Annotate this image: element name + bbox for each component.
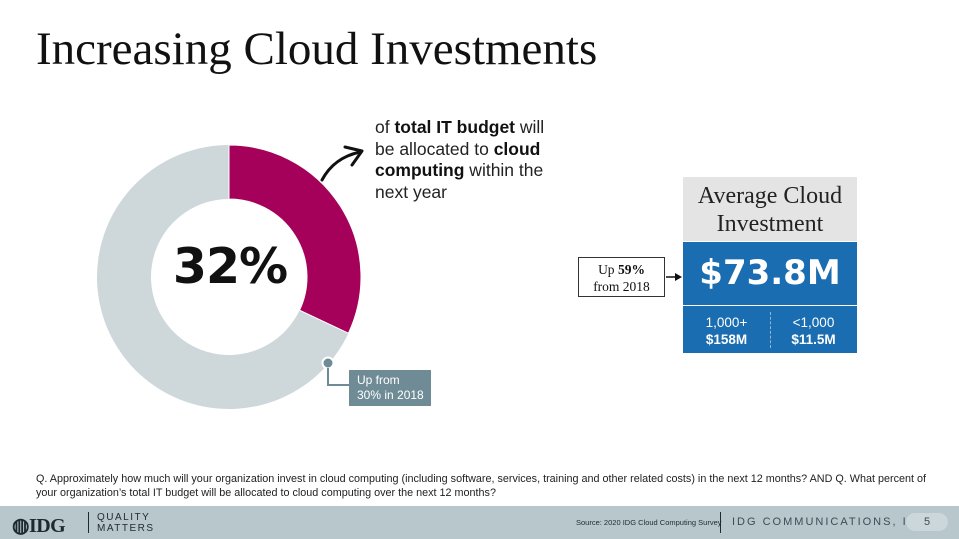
source-note: Source: 2020 IDG Cloud Computing Survey <box>576 518 722 527</box>
segment-label: <1,000 <box>792 315 835 330</box>
idg-logo: ◍IDG <box>12 513 66 538</box>
logo-globe-icon: ◍ <box>12 515 29 537</box>
footer-divider <box>720 512 721 533</box>
callout-line-2: 30% in 2018 <box>357 388 424 402</box>
curved-arrow-icon <box>320 150 362 182</box>
growth-box: Up 59% from 2018 <box>578 257 665 297</box>
pointer-arrowhead-icon <box>675 273 682 281</box>
tagline: QUALITY MATTERS <box>97 512 155 534</box>
footer-bar: ◍IDG QUALITY MATTERS Source: 2020 IDG Cl… <box>0 506 959 539</box>
tagline-line-1: QUALITY <box>97 512 151 523</box>
desc-text-2: will be allocated to <box>375 117 545 159</box>
logo-text: IDG <box>28 515 66 537</box>
logo-divider <box>88 512 89 533</box>
donut-segment-cloud <box>228 144 362 334</box>
allocation-description: of total IT budget will be allocated to … <box>375 117 550 203</box>
investment-heading-line-1: Average Cloud <box>697 183 843 209</box>
segment-value: $158M <box>705 332 748 347</box>
investment-amount: $73.8M <box>683 242 857 305</box>
growth-pre: Up <box>598 262 618 277</box>
investment-heading-line-2: Investment <box>716 211 824 237</box>
desc-text-1: of <box>375 117 395 137</box>
callout-box: Up from 30% in 2018 <box>349 370 431 406</box>
segment-label: 1,000+ <box>705 315 748 330</box>
tagline-line-2: MATTERS <box>97 523 155 534</box>
donut-center-label: 32% <box>172 238 288 295</box>
page-number: 5 <box>906 513 948 531</box>
company-name: IDG COMMUNICATIONS, INC. <box>732 516 933 528</box>
segment-divider <box>770 312 771 348</box>
arrowhead-icon <box>343 145 364 167</box>
slide-title: Increasing Cloud Investments <box>36 23 598 75</box>
segment-value: $11.5M <box>791 332 836 347</box>
desc-bold-2: cloud computing <box>375 138 541 181</box>
investment-breakdown: 1,000+ $158M <1,000 $11.5M <box>683 306 857 353</box>
callout-connector <box>327 368 349 386</box>
callout-line-1: Up from <box>357 373 400 387</box>
growth-line-1: Up 59% <box>579 261 664 278</box>
segment-large: 1,000+ $158M <box>683 314 770 348</box>
growth-line-2: from 2018 <box>593 279 650 294</box>
callout-dot <box>321 356 335 370</box>
desc-text-3: within the next year <box>375 160 544 202</box>
donut-chart <box>97 144 682 410</box>
segment-small: <1,000 $11.5M <box>770 314 857 348</box>
survey-question: Q. Approximately how much will your orga… <box>36 473 926 499</box>
desc-bold-1: total IT budget <box>394 117 516 137</box>
investment-heading: Average Cloud Investment <box>683 177 857 241</box>
growth-value: 59% <box>617 262 645 277</box>
donut-segment-remainder <box>97 145 349 410</box>
